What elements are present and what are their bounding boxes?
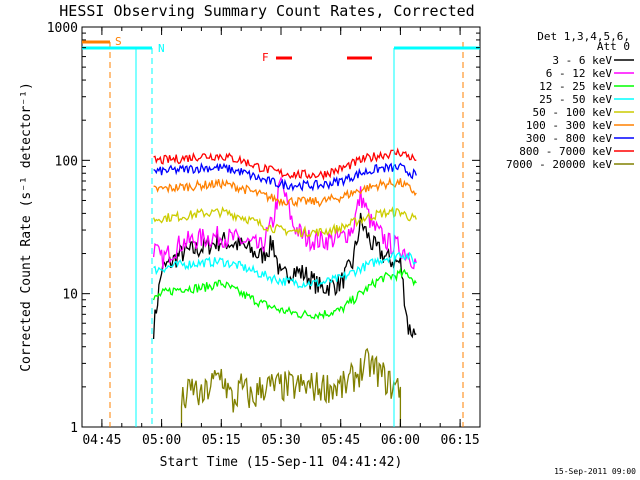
chart-title: HESSI Observing Summary Count Rates, Cor… — [59, 2, 474, 20]
series-line-800-7000kev — [153, 147, 417, 181]
night-flag-label: N — [158, 42, 165, 55]
flare-flag-label: F — [262, 51, 269, 64]
x-tick-label: 05:15 — [202, 433, 241, 448]
legend-label: 100 - 300 keV — [526, 119, 612, 132]
y-tick-label: 10 — [62, 288, 78, 303]
legend-label: 800 - 7000 keV — [519, 145, 612, 158]
x-tick-label: 06:00 — [381, 433, 420, 448]
timestamp: 15-Sep-2011 09:00 — [554, 467, 636, 476]
x-tick-label: 05:45 — [321, 433, 360, 448]
series-line-12-25kev — [152, 267, 417, 320]
y-axis-label: Corrected Count Rate (s⁻¹ detector⁻¹) — [19, 82, 34, 372]
legend-label: 300 - 800 keV — [526, 132, 612, 145]
y-tick-label: 100 — [55, 154, 78, 169]
axes: 1 10 100 1000 04:45 05:00 05:15 05:30 05:45 06:00… — [47, 21, 481, 448]
legend-title-line-2: Att 0 — [597, 40, 630, 53]
saa-flag-label: S — [115, 35, 122, 48]
legend-label: 50 - 100 keV — [533, 106, 613, 119]
series-line-25-50kev — [153, 251, 417, 289]
legend-label: 25 - 50 keV — [539, 93, 612, 106]
legend-label: 7000 - 20000 keV — [506, 158, 612, 171]
y-tick-label: 1 — [70, 421, 78, 436]
legend-label: 3 - 6 keV — [552, 54, 612, 67]
legend-title-line-1: Det 1,3,4,5,6, — [537, 30, 630, 43]
x-tick-label: 04:45 — [82, 433, 121, 448]
series-line-300-800kev — [153, 162, 417, 192]
x-tick-label: 05:00 — [142, 433, 181, 448]
mode-flags: S N F — [82, 35, 480, 427]
x-tick-label: 05:30 — [261, 433, 300, 448]
legend-label: 6 - 12 keV — [546, 67, 613, 80]
series-line-50-100kev — [152, 206, 417, 238]
legend-label: 12 - 25 keV — [539, 80, 612, 93]
series-line-7000-20000kev — [180, 347, 402, 427]
series-line-3-6kev — [152, 212, 417, 340]
x-tick-label: 06:15 — [441, 433, 480, 448]
series-line-6-12kev — [152, 176, 417, 270]
data-marks — [152, 147, 417, 427]
series-line-100-300kev — [153, 176, 417, 208]
y-tick-label: 1000 — [47, 21, 78, 36]
x-axis-label: Start Time (15-Sep-11 04:41:42) — [160, 455, 403, 470]
